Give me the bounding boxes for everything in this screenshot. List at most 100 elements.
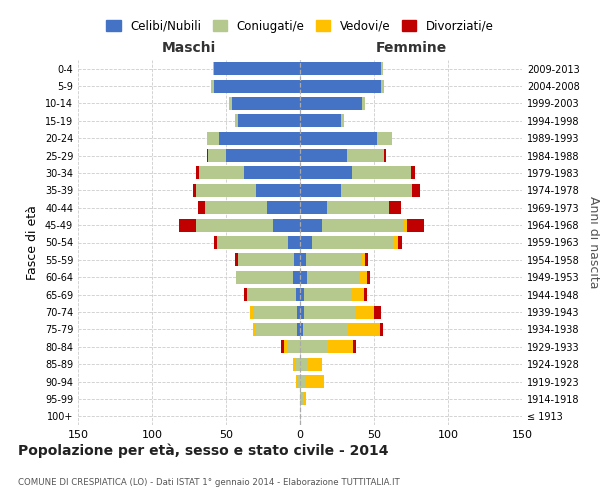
Bar xyxy=(398,236,402,249)
Bar xyxy=(211,80,214,92)
Bar xyxy=(389,201,401,214)
Bar xyxy=(380,323,383,336)
Bar xyxy=(300,323,303,336)
Bar xyxy=(347,323,380,336)
Bar xyxy=(300,288,304,301)
Text: COMUNE DI CRESPIATICA (LO) - Dati ISTAT 1° gennaio 2014 - Elaborazione TUTTITALI: COMUNE DI CRESPIATICA (LO) - Dati ISTAT … xyxy=(18,478,400,487)
Bar xyxy=(297,375,300,388)
Bar xyxy=(326,201,389,214)
Bar xyxy=(367,270,370,284)
Bar xyxy=(347,149,385,162)
Bar xyxy=(250,306,253,318)
Y-axis label: Fasce di età: Fasce di età xyxy=(26,205,39,280)
Bar xyxy=(341,184,412,197)
Bar xyxy=(288,236,300,249)
Bar xyxy=(297,323,300,336)
Bar xyxy=(293,358,296,370)
Bar xyxy=(288,340,300,353)
Bar xyxy=(393,236,398,249)
Bar xyxy=(297,306,300,318)
Bar xyxy=(300,236,312,249)
Bar xyxy=(300,184,341,197)
Bar xyxy=(268,201,300,214)
Bar xyxy=(256,184,300,197)
Bar xyxy=(300,80,382,92)
Bar xyxy=(304,288,352,301)
Bar xyxy=(179,218,196,232)
Bar xyxy=(300,306,304,318)
Bar xyxy=(341,114,344,128)
Bar xyxy=(300,392,303,406)
Bar xyxy=(385,149,386,162)
Bar xyxy=(364,288,367,301)
Bar xyxy=(374,306,382,318)
Bar xyxy=(226,149,300,162)
Text: Femmine: Femmine xyxy=(376,41,446,55)
Bar xyxy=(411,166,415,179)
Bar xyxy=(300,97,362,110)
Bar xyxy=(196,166,199,179)
Bar xyxy=(214,236,217,249)
Bar xyxy=(207,132,218,144)
Bar xyxy=(404,218,407,232)
Bar xyxy=(300,62,382,75)
Bar xyxy=(300,114,341,128)
Bar xyxy=(362,97,365,110)
Bar xyxy=(300,340,326,353)
Bar xyxy=(304,306,356,318)
Bar xyxy=(303,323,347,336)
Bar xyxy=(208,149,226,162)
Bar xyxy=(300,254,306,266)
Bar xyxy=(362,254,365,266)
Bar xyxy=(306,375,323,388)
Bar xyxy=(306,254,362,266)
Bar xyxy=(253,323,256,336)
Bar xyxy=(205,201,268,214)
Text: Popolazione per età, sesso e stato civile - 2014: Popolazione per età, sesso e stato civil… xyxy=(18,444,389,458)
Bar xyxy=(212,62,214,75)
Bar xyxy=(217,236,288,249)
Bar xyxy=(207,149,208,162)
Bar xyxy=(214,62,300,75)
Bar xyxy=(365,254,368,266)
Bar xyxy=(232,97,300,110)
Bar xyxy=(214,80,300,92)
Bar xyxy=(407,218,424,232)
Bar xyxy=(300,270,307,284)
Bar xyxy=(248,288,296,301)
Bar xyxy=(229,97,232,110)
Bar xyxy=(253,306,297,318)
Bar xyxy=(359,270,367,284)
Y-axis label: Anni di nascita: Anni di nascita xyxy=(587,196,600,289)
Bar xyxy=(235,254,238,266)
Bar xyxy=(300,149,347,162)
Bar xyxy=(303,392,306,406)
Bar xyxy=(377,132,392,144)
Bar xyxy=(247,288,248,301)
Bar xyxy=(307,270,359,284)
Bar xyxy=(244,166,300,179)
Bar xyxy=(296,375,297,388)
Bar xyxy=(193,184,196,197)
Bar xyxy=(300,375,306,388)
Bar xyxy=(198,201,205,214)
Bar xyxy=(300,201,326,214)
Bar xyxy=(322,218,404,232)
Bar xyxy=(235,114,238,128)
Bar xyxy=(296,358,300,370)
Bar xyxy=(412,184,420,197)
Bar xyxy=(218,132,300,144)
Bar xyxy=(300,358,307,370)
Bar xyxy=(274,218,300,232)
Bar xyxy=(199,166,244,179)
Bar xyxy=(382,62,383,75)
Bar xyxy=(256,323,297,336)
Bar xyxy=(353,340,356,353)
Bar xyxy=(236,270,293,284)
Bar xyxy=(284,340,288,353)
Bar xyxy=(326,340,353,353)
Bar xyxy=(196,184,256,197)
Bar xyxy=(300,218,322,232)
Bar xyxy=(352,166,411,179)
Bar xyxy=(296,288,300,301)
